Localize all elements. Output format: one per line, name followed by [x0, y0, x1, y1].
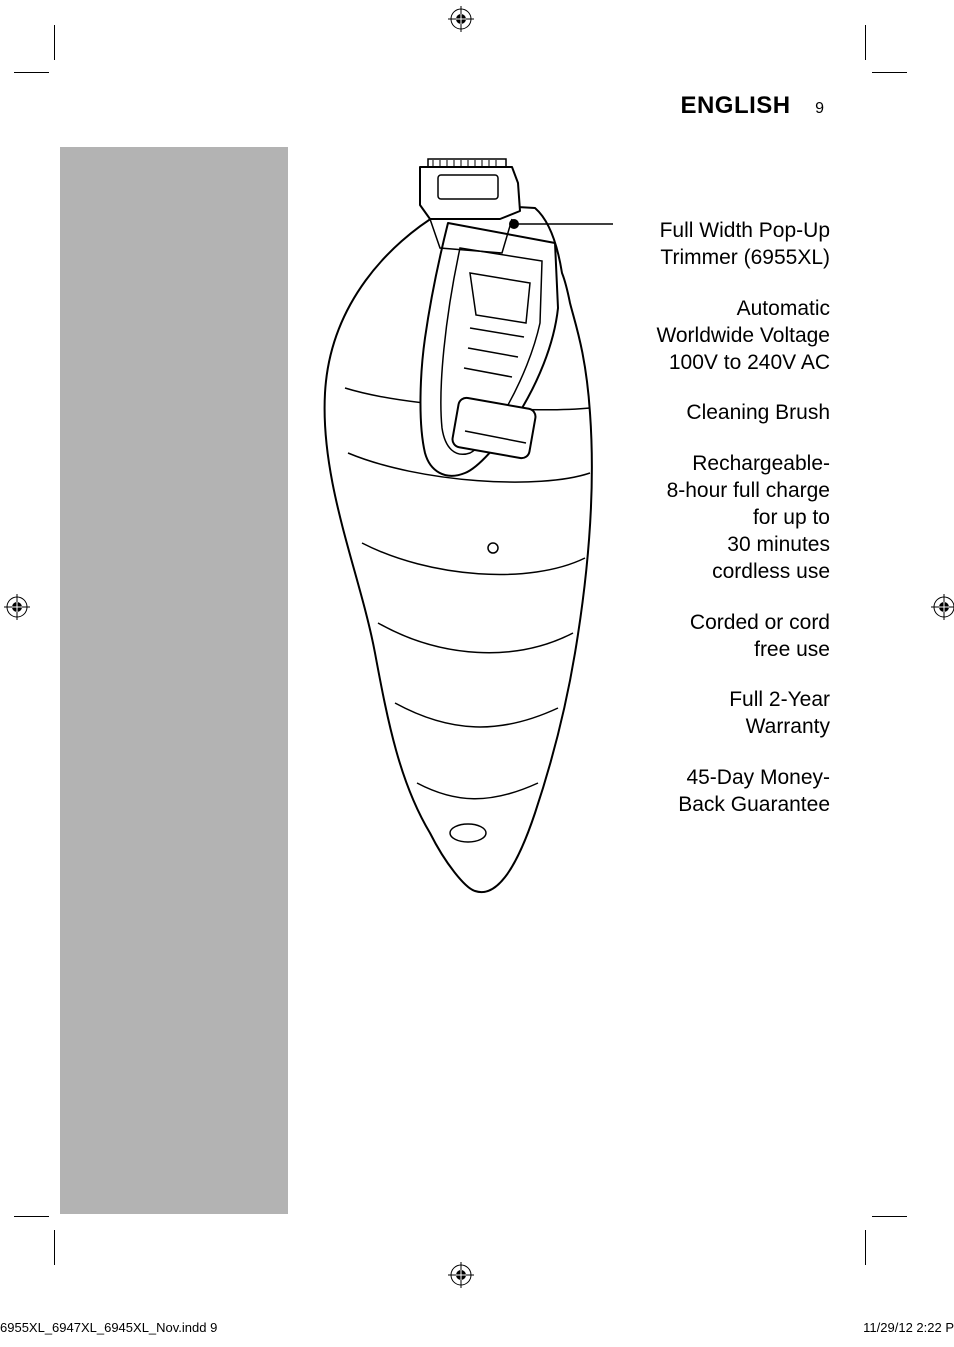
feature-text: Automatic Worldwide Voltage 100V to 240V…	[615, 296, 830, 377]
feature-text: Corded or cord free use	[615, 610, 830, 664]
crop-mark	[865, 25, 866, 60]
registration-mark-icon	[448, 6, 474, 32]
crop-mark	[14, 1216, 49, 1217]
feature-text: Full 2-Year Warranty	[615, 687, 830, 741]
language-label: ENGLISH	[680, 92, 790, 120]
crop-mark	[14, 72, 49, 73]
registration-mark-icon	[931, 594, 954, 620]
feature-text: Cleaning Brush	[615, 400, 830, 427]
crop-mark	[865, 1230, 866, 1265]
crop-mark	[54, 1230, 55, 1265]
sidebar-band	[60, 147, 288, 1214]
page-header: ENGLISH 9	[680, 92, 824, 120]
feature-text: 45-Day Money- Back Guarantee	[615, 765, 830, 819]
registration-mark-icon	[448, 1262, 474, 1288]
crop-mark	[872, 72, 907, 73]
feature-text: Full Width Pop-Up Trimmer (6955XL)	[615, 218, 830, 272]
feature-list: Full Width Pop-Up Trimmer (6955XL) Autom…	[615, 218, 830, 843]
footer-timestamp: 11/29/12 2:22 P	[863, 1320, 954, 1335]
feature-text: Rechargeable- 8-hour full charge for up …	[615, 451, 830, 585]
crop-mark	[872, 1216, 907, 1217]
page-number: 9	[815, 100, 824, 118]
footer-filename: 6955XL_6947XL_6945XL_Nov.indd 9	[0, 1320, 217, 1335]
registration-mark-icon	[4, 594, 30, 620]
shaver-diagram	[290, 153, 630, 913]
crop-mark	[54, 25, 55, 60]
